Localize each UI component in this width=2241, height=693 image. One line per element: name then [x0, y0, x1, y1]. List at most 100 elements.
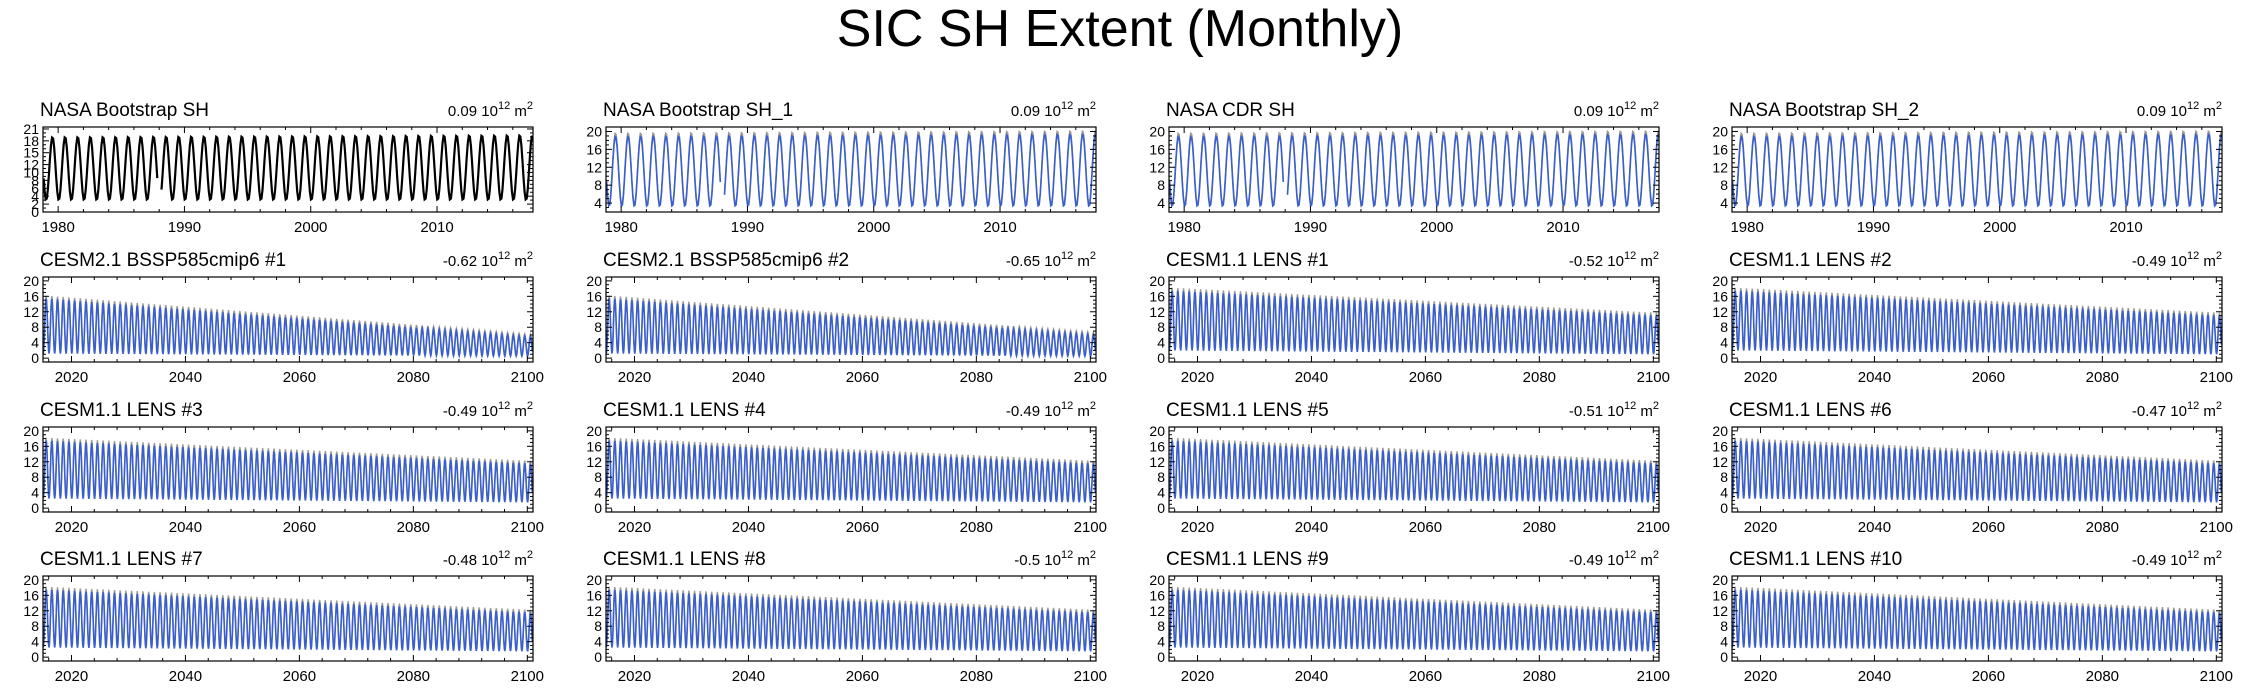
panel-title: CESM2.1 BSSP585cmip6 #2: [603, 250, 849, 271]
x-tick-label: 1980: [41, 219, 74, 236]
panel-cesm1-1-lens-9: CESM1.1 LENS #9 -0.49 1012 m2048121620202…: [1149, 549, 1670, 685]
plot-frame: [1168, 126, 1660, 213]
x-tick-label: 2020: [618, 668, 651, 685]
trend-label: -0.48 1012 m2: [443, 549, 533, 569]
x-tick-label: 2080: [1523, 519, 1556, 536]
x-tick-label: 2060: [846, 519, 879, 536]
panel-title: NASA Bootstrap SH_1: [603, 100, 793, 121]
x-tick-label: 2100: [1637, 668, 1670, 685]
x-tick-label: 2040: [1295, 519, 1328, 536]
panel-title: NASA CDR SH: [1166, 100, 1295, 121]
series-line: [605, 589, 1097, 652]
y-tick-label: 8: [1157, 177, 1165, 193]
y-tick-label: 4: [1157, 634, 1165, 650]
trend-label: 0.09 1012 m2: [2137, 100, 2222, 120]
x-tick-label: 1990: [1857, 219, 1890, 236]
x-tick-label: 2080: [1523, 668, 1556, 685]
y-tick-label: 2: [31, 196, 39, 212]
trend-label: -0.49 1012 m2: [1006, 400, 1096, 420]
panel-cesm1-1-lens-1: CESM1.1 LENS #1 -0.52 1012 m2048121620202…: [1149, 250, 1670, 386]
plot-frame: [1731, 126, 2223, 213]
y-tick-label: 20: [1149, 572, 1165, 588]
x-tick-label: 2000: [294, 219, 327, 236]
x-tick-label: 2000: [1420, 219, 1453, 236]
x-tick-label: 2040: [732, 519, 765, 536]
y-tick-label: 8: [31, 469, 39, 485]
panel-nasa-cdr-sh: NASA CDR SH 0.09 1012 m2 4 8 12 16 20 1980 1990 2…: [1149, 100, 1660, 236]
y-tick-label: 8: [594, 319, 602, 335]
x-tick-label: 2100: [511, 369, 544, 386]
y-tick-label: 20: [586, 572, 602, 588]
y-tick-label: 12: [1712, 304, 1728, 320]
panel-title: CESM2.1 BSSP585cmip6 #1: [40, 250, 286, 271]
y-tick-label: 12: [23, 157, 39, 173]
y-tick-label: 4: [31, 188, 39, 204]
y-tick-label: 4: [1157, 335, 1165, 351]
y-tick-label: 0: [1157, 350, 1165, 366]
series-line: [1168, 290, 1660, 355]
plot-frame: [605, 126, 1097, 213]
y-tick-label: 4: [31, 634, 39, 650]
series-line: [1168, 589, 1660, 652]
trend-label: -0.52 1012 m2: [1569, 250, 1659, 270]
panel-title: NASA Bootstrap SH: [40, 100, 209, 121]
x-tick-label: 2080: [1523, 369, 1556, 386]
x-tick-label: 1980: [1730, 219, 1763, 236]
y-tick-label: 4: [31, 485, 39, 501]
x-tick-label: 2060: [283, 668, 316, 685]
panel-cesm2-1-bssp585cmip6-2: CESM2.1 BSSP585cmip6 #2 -0.65 1012 m20481…: [586, 250, 1107, 386]
x-tick-label: 1990: [1294, 219, 1327, 236]
x-tick-label: 2040: [169, 668, 202, 685]
y-tick-label: 15: [23, 145, 39, 161]
trend-label: 0.09 1012 m2: [448, 100, 533, 120]
trend-label: -0.62 1012 m2: [443, 250, 533, 270]
x-tick-label: 1990: [731, 219, 764, 236]
x-tick-label: 2000: [857, 219, 890, 236]
panel-grid: NASA Bootstrap SH 0.09 1012 m202468101215…: [23, 100, 2233, 685]
y-tick-label: 4: [1157, 485, 1165, 501]
y-tick-label: 20: [586, 273, 602, 289]
y-tick-label: 8: [594, 618, 602, 634]
y-tick-label: 21: [23, 121, 39, 137]
panel-cesm1-1-lens-3: CESM1.1 LENS #3 -0.49 1012 m2048121620202…: [23, 400, 544, 536]
y-tick-label: 16: [586, 288, 602, 304]
y-tick-label: 12: [1712, 454, 1728, 470]
x-tick-label: 2020: [1744, 668, 1777, 685]
y-tick-label: 16: [23, 288, 39, 304]
series-line: [605, 298, 1097, 359]
y-tick-label: 0: [31, 204, 39, 220]
y-tick-label: 8: [31, 172, 39, 188]
y-tick-label: 12: [1149, 454, 1165, 470]
x-tick-label: 2040: [1858, 668, 1891, 685]
y-tick-label: 20: [1149, 123, 1165, 139]
x-tick-label: 2000: [1983, 219, 2016, 236]
y-tick-label: 20: [23, 572, 39, 588]
panel-cesm1-1-lens-5: CESM1.1 LENS #5 -0.51 1012 m2048121620202…: [1149, 400, 1670, 536]
series-line: [605, 440, 1097, 503]
x-tick-label: 2020: [55, 668, 88, 685]
y-tick-label: 8: [594, 177, 602, 193]
x-tick-label: 2060: [1972, 369, 2005, 386]
series-line: [605, 132, 1096, 208]
y-tick-label: 4: [1720, 485, 1728, 501]
panel-title: CESM1.1 LENS #3: [40, 400, 203, 421]
x-tick-label: 2020: [1744, 519, 1777, 536]
x-tick-label: 2040: [732, 668, 765, 685]
y-tick-label: 4: [1157, 195, 1165, 211]
y-tick-label: 12: [23, 603, 39, 619]
panel-title: NASA Bootstrap SH_2: [1729, 100, 1919, 121]
y-tick-label: 0: [1720, 649, 1728, 665]
x-tick-label: 2100: [511, 668, 544, 685]
panel-cesm1-1-lens-6: CESM1.1 LENS #6 -0.47 1012 m2048121620202…: [1712, 400, 2233, 536]
x-tick-label: 2020: [55, 519, 88, 536]
panel-title: CESM1.1 LENS #4: [603, 400, 766, 421]
trend-label: -0.49 1012 m2: [2132, 549, 2222, 569]
y-tick-label: 20: [1712, 123, 1728, 139]
y-tick-label: 20: [23, 273, 39, 289]
panel-title: CESM1.1 LENS #1: [1166, 250, 1329, 271]
x-tick-label: 2100: [2200, 519, 2233, 536]
x-tick-label: 2060: [1409, 369, 1442, 386]
series-line: [1731, 132, 2222, 208]
trend-label: -0.51 1012 m2: [1569, 400, 1659, 420]
